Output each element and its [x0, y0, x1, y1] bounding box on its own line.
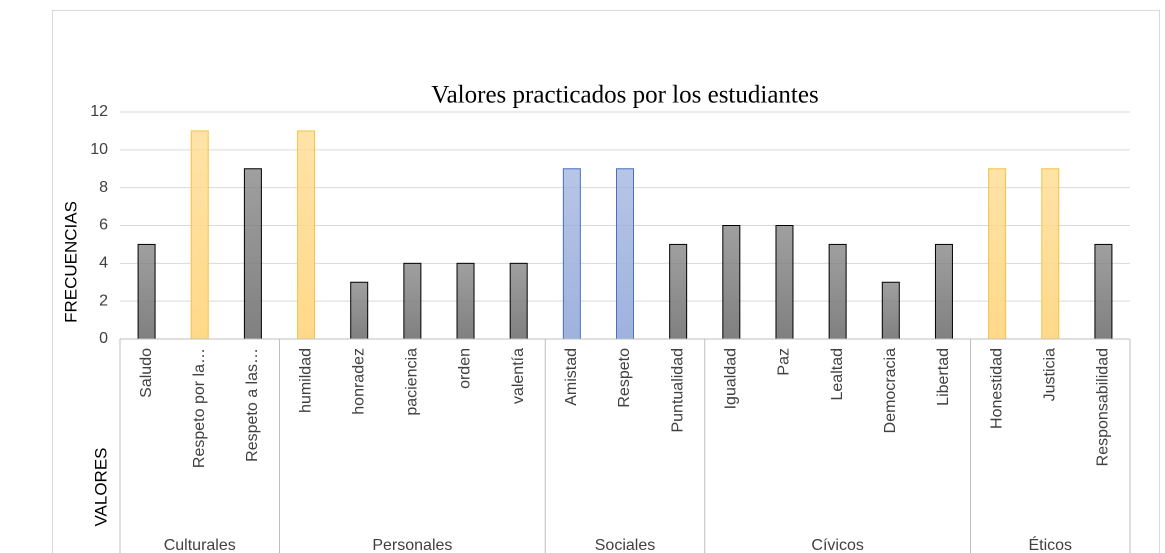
x-tick-label: Responsabilidad	[1095, 348, 1112, 466]
x-tick-label: valentía	[510, 348, 527, 404]
x-tick-label: paciencia	[404, 348, 421, 416]
bar	[722, 225, 741, 340]
bar	[350, 281, 369, 340]
x-tick-label: Respeto a las…	[244, 348, 261, 462]
group-label: Éticos	[1028, 535, 1072, 553]
bar	[456, 262, 475, 340]
y-tick-label: 12	[90, 103, 108, 120]
bar	[562, 168, 581, 340]
x-axis-label: VALORES	[91, 447, 110, 526]
bar	[616, 168, 634, 340]
bar	[190, 130, 209, 340]
bar	[243, 168, 262, 340]
x-tick-label: Justicia	[1041, 348, 1058, 401]
x-tick-label: Saludo	[138, 348, 155, 398]
y-tick-label: 8	[99, 179, 108, 196]
group-label: Cívicos	[811, 537, 863, 553]
bar	[137, 243, 156, 340]
x-tick-label: honradez	[350, 348, 367, 415]
y-axis-label: FRECUENCIAS	[61, 201, 80, 323]
group-label: Personales	[372, 537, 452, 553]
bar	[297, 130, 316, 340]
bar	[509, 262, 528, 340]
chart-border	[52, 10, 1160, 553]
y-tick-label: 2	[99, 292, 108, 309]
bar	[1094, 243, 1113, 340]
x-tick-label: Amistad	[563, 348, 580, 406]
bar	[828, 243, 847, 340]
x-tick-label: Puntualidad	[669, 348, 686, 433]
x-tick-label: Libertad	[935, 348, 952, 406]
bar	[669, 243, 688, 340]
x-tick-label: Lealtad	[829, 348, 846, 401]
x-tick-label: humildad	[297, 348, 314, 413]
chart-title: Valores practicados por los estudiantes	[431, 82, 818, 109]
group-label: Culturales	[164, 537, 236, 553]
bar	[881, 281, 900, 340]
x-tick-label: Democracia	[882, 348, 899, 433]
group-label: Sociales	[595, 537, 655, 553]
x-tick-label: Respeto por la…	[191, 348, 208, 468]
bar	[934, 243, 953, 340]
y-tick-label: 0	[99, 330, 108, 347]
x-tick-label: orden	[457, 348, 474, 389]
bar	[775, 225, 794, 340]
y-tick-label: 10	[90, 141, 108, 158]
x-tick-label: Respeto	[616, 348, 633, 408]
x-tick-label: Honestidad	[988, 348, 1005, 429]
x-tick-label: Igualdad	[723, 348, 740, 409]
y-tick-label: 6	[99, 217, 108, 234]
bar	[403, 262, 422, 340]
y-tick-label: 4	[99, 255, 108, 272]
x-tick-label: Paz	[776, 348, 793, 376]
bar	[1041, 168, 1060, 340]
bar	[988, 168, 1007, 340]
